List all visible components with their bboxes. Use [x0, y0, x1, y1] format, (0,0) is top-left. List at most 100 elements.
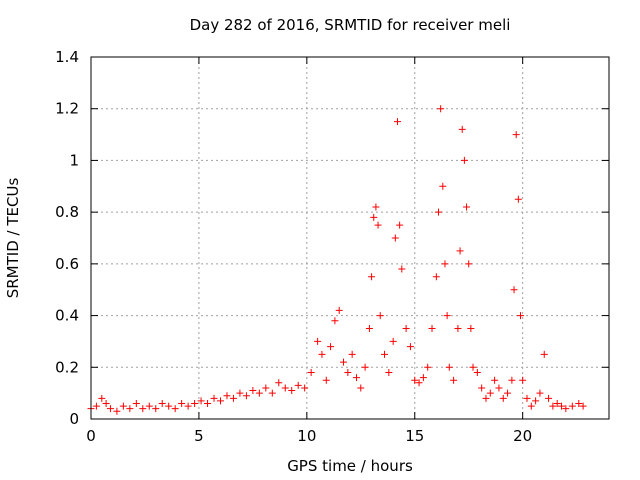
data-point	[370, 213, 378, 221]
data-point	[478, 384, 486, 392]
data-point	[443, 312, 451, 320]
data-point	[376, 312, 384, 320]
data-point	[508, 376, 516, 384]
data-point	[491, 376, 499, 384]
data-point	[126, 405, 134, 413]
data-point	[545, 394, 553, 402]
data-point	[424, 363, 432, 371]
data-point	[469, 363, 477, 371]
data-point	[385, 368, 393, 376]
data-point	[106, 405, 114, 413]
data-point	[204, 399, 212, 407]
data-point	[428, 325, 436, 332]
data-point	[372, 203, 380, 211]
data-point	[486, 389, 494, 397]
data-point	[158, 399, 166, 407]
data-point	[568, 402, 576, 410]
data-point	[331, 317, 339, 325]
data-point	[439, 182, 447, 190]
data-point	[119, 402, 127, 410]
data-point	[132, 399, 140, 407]
data-point	[495, 384, 503, 392]
data-point	[352, 374, 360, 382]
data-point	[398, 265, 406, 273]
data-point	[268, 389, 276, 397]
data-point	[307, 368, 315, 376]
grid	[91, 57, 609, 419]
y-tick-label: 1	[69, 151, 79, 169]
x-tick-label: 0	[86, 427, 96, 445]
data-point	[139, 405, 147, 413]
data-point	[229, 394, 237, 402]
data-point	[217, 397, 224, 405]
data-point	[281, 384, 289, 392]
data-point	[340, 358, 348, 366]
data-point	[236, 389, 244, 397]
data-point	[579, 402, 587, 410]
data-point	[365, 325, 373, 332]
data-point	[512, 131, 520, 139]
x-axis-label: GPS time / hours	[287, 457, 413, 475]
data-point	[393, 118, 401, 126]
data-point	[458, 125, 466, 133]
data-point	[473, 368, 481, 376]
data-point	[527, 402, 535, 410]
y-tick-label: 0.2	[55, 358, 79, 376]
data-point	[519, 376, 527, 384]
data-point	[249, 387, 257, 395]
data-point	[255, 389, 263, 397]
data-point	[510, 286, 518, 294]
data-point	[504, 389, 512, 397]
data-point	[396, 221, 404, 229]
data-point	[391, 234, 399, 242]
data-point	[374, 221, 382, 229]
y-tick-label: 0.4	[55, 307, 79, 325]
y-tick-label: 1.4	[55, 48, 79, 66]
data-point	[318, 350, 326, 358]
data-point	[275, 379, 283, 387]
data-point	[210, 394, 218, 402]
data-point	[415, 379, 423, 387]
x-tick-label: 10	[297, 427, 316, 445]
x-tick-label: 20	[513, 427, 532, 445]
data-point	[523, 394, 531, 402]
y-tick-label: 0.6	[55, 255, 79, 273]
data-point	[450, 376, 458, 384]
data-point	[553, 399, 561, 407]
data-point	[441, 260, 449, 268]
y-tick-label: 0	[69, 410, 79, 428]
data-point	[456, 247, 464, 255]
data-point	[536, 389, 544, 397]
data-point	[368, 273, 376, 281]
data-point	[357, 384, 365, 392]
data-point	[411, 376, 419, 384]
data-point	[562, 405, 570, 413]
data-point	[467, 325, 475, 332]
data-point	[482, 394, 490, 402]
data-point	[437, 105, 445, 113]
data-point	[389, 337, 397, 345]
y-axis-label: SRMTID / TECUs	[4, 178, 22, 299]
data-point	[406, 343, 414, 351]
data-point	[344, 368, 352, 376]
data-point	[102, 399, 110, 407]
data-point	[348, 350, 356, 358]
data-point	[463, 203, 471, 211]
data-point	[499, 394, 507, 402]
data-point	[314, 337, 322, 345]
chart-title: Day 282 of 2016, SRMTID for receiver mel…	[190, 16, 511, 34]
data-point	[178, 399, 186, 407]
data-point	[223, 392, 231, 400]
data-point	[242, 392, 250, 400]
data-point	[294, 381, 302, 389]
data-point	[165, 402, 173, 410]
data-point	[434, 208, 442, 216]
data-point	[532, 397, 540, 405]
data-point	[152, 405, 160, 413]
data-point	[361, 363, 369, 371]
data-point	[575, 399, 583, 407]
data-point	[288, 387, 296, 395]
data-point	[558, 402, 566, 410]
data-point	[514, 195, 522, 203]
